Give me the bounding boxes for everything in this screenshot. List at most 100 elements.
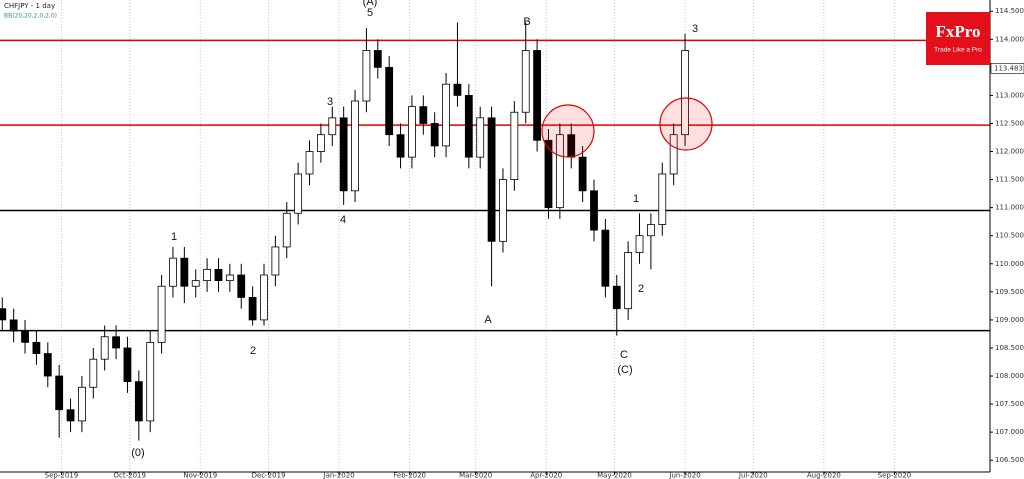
wave-label: A [484, 314, 492, 326]
candle-body [43, 353, 52, 377]
candle-body [112, 336, 120, 349]
candle-body [248, 297, 257, 321]
candle-body [373, 50, 382, 68]
candle-body [499, 179, 507, 242]
candle-body [521, 50, 530, 113]
wave-label: 1 [171, 231, 177, 243]
candle-body [260, 274, 268, 321]
y-tick-label: 114.000 [995, 35, 1024, 43]
candle-body [533, 50, 542, 141]
candle-body [430, 123, 439, 147]
candle-body [328, 117, 337, 136]
candle-body [396, 134, 405, 158]
last-price-box [990, 63, 1024, 74]
axis-labels: Sep-2019 Oct-2019 Nov-2019 Dec-2019 Jan-2020… [45, 7, 1024, 479]
candle-body [578, 156, 587, 192]
candles [0, 22, 689, 441]
x-tick-label: Oct-2019 [113, 472, 145, 479]
grid [60, 0, 895, 472]
wave-label: B [523, 16, 530, 28]
indicator-label: BB(20,20,2,0,2,0) [4, 13, 57, 20]
candle-body [339, 117, 348, 192]
candle-body [544, 139, 553, 209]
candle-body [658, 173, 667, 225]
chart-title: CHFJPY - 1 day [4, 2, 55, 10]
y-tick-label: 113.000 [995, 91, 1024, 99]
candle-body [408, 106, 416, 158]
candle-body [271, 246, 280, 276]
candle-body [0, 308, 7, 321]
y-tick-label: 111.500 [995, 176, 1024, 184]
y-tick-label: 107.500 [995, 400, 1024, 408]
candle-body [237, 274, 246, 298]
candle-body [169, 257, 177, 287]
candle-body [180, 257, 189, 287]
candle-body [362, 50, 371, 102]
x-tick-label: Jul-2020 [738, 472, 768, 479]
candle-body [510, 111, 519, 180]
candle-body [555, 134, 564, 209]
candle-body [601, 229, 610, 287]
highlight-circle [659, 97, 713, 151]
y-tick-label: 112.000 [995, 148, 1024, 156]
candle-body [316, 134, 325, 152]
candle-body [681, 50, 689, 136]
x-tick-label: Sep-2020 [878, 472, 912, 479]
candle-body [203, 268, 212, 282]
wave-label: 2 [638, 283, 644, 295]
candle-body [9, 319, 18, 332]
x-tick-label: Feb-2020 [393, 472, 426, 479]
candle-body [305, 151, 314, 175]
highlight-circle [541, 104, 595, 158]
candle-body [191, 280, 200, 287]
candle-body [32, 341, 41, 354]
wave-label: C [620, 349, 628, 361]
candle-body [55, 375, 64, 411]
wave-label: (A) [363, 0, 378, 8]
candle-body [225, 274, 234, 282]
candle-body [590, 190, 598, 231]
y-tick-label: 108.500 [995, 344, 1024, 352]
logo-box [926, 12, 990, 65]
candle-body [487, 117, 496, 242]
wave-label: 3 [692, 23, 698, 35]
x-tick-label: Jan-2020 [323, 472, 355, 479]
x-tick-label: Nov-2019 [183, 472, 217, 479]
y-tick-label: 114.500 [995, 7, 1024, 15]
candle-body [635, 235, 644, 253]
candle-body [419, 106, 428, 124]
candle-body [624, 252, 633, 310]
x-tick-label: Aug-2020 [807, 472, 841, 479]
y-tick-label: 112.500 [995, 119, 1024, 127]
candle-body [146, 341, 155, 422]
wave-label: 3 [327, 96, 333, 108]
x-tick-label: Apr-2020 [530, 472, 562, 479]
candle-body [214, 268, 223, 282]
y-tick-label: 109.000 [995, 316, 1024, 324]
candle-body [612, 285, 621, 310]
candle-body [351, 100, 359, 192]
x-tick-label: Jun-2020 [668, 472, 700, 479]
y-tick-label: 107.000 [995, 428, 1024, 436]
annotations: (0) 1 2 3 4 5(A) A B C (C) 1 2 3 [131, 0, 698, 459]
candle-body [453, 83, 462, 96]
candle-body [78, 386, 86, 422]
candle-body [89, 358, 98, 388]
last-price-label: 113.483 [994, 64, 1023, 72]
wave-label: 5 [367, 7, 373, 19]
candle-body [123, 347, 132, 383]
y-tick-label: 110.000 [995, 260, 1024, 268]
logo: FxPro [935, 22, 980, 41]
candle-body [476, 117, 485, 158]
y-tick-label: 111.000 [995, 204, 1024, 212]
x-tick-label: Sep-2019 [45, 472, 79, 479]
wave-label: (0) [131, 447, 144, 459]
logo-tagline: Trade Like a Pro [934, 47, 982, 54]
x-tick-label: Mar-2020 [459, 472, 492, 479]
x-tick-label: Dec-2019 [252, 472, 286, 479]
candle-body [669, 134, 678, 175]
y-tick-label: 110.500 [995, 232, 1024, 240]
